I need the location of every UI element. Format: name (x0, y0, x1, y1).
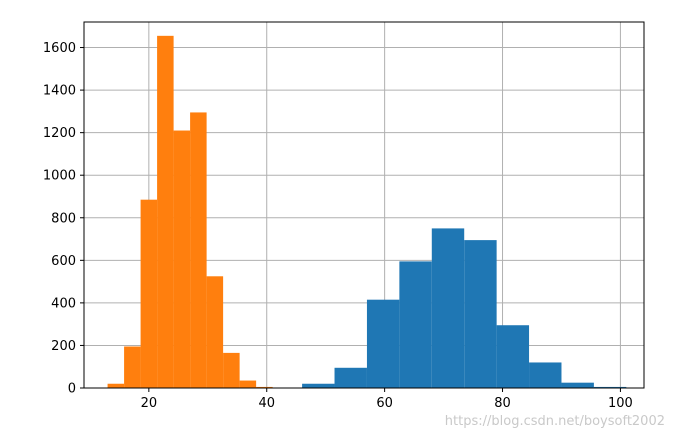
histogram-bar-series-2 (239, 380, 257, 388)
y-tick-label: 600 (51, 254, 76, 269)
y-tick-label: 200 (51, 339, 76, 354)
histogram-bar-series-1 (561, 382, 594, 388)
y-tick-label: 1200 (43, 126, 76, 141)
x-tick-label: 40 (258, 396, 275, 411)
histogram-bar-series-1 (366, 299, 400, 388)
y-tick-label: 1400 (43, 84, 76, 99)
y-tick-label: 1600 (43, 41, 76, 56)
histogram-bar-series-1 (399, 261, 432, 388)
plot-frame (83, 21, 645, 389)
histogram-bar-series-2 (173, 130, 191, 388)
histogram-bar-series-2 (206, 276, 224, 388)
y-tick-label: 1000 (43, 169, 76, 184)
y-tick-label: 0 (68, 382, 76, 397)
histogram-bar-series-2 (223, 352, 240, 388)
y-tick-label: 800 (51, 211, 76, 226)
histogram-bar-series-2 (157, 35, 174, 389)
x-tick-label: 20 (141, 396, 158, 411)
histogram-bar-series-2 (107, 383, 125, 388)
histogram-bar-series-1 (496, 325, 530, 388)
histogram-bar-series-2 (140, 199, 158, 388)
histogram-bar-series-2 (190, 112, 207, 389)
histogram-bar-series-2 (124, 346, 141, 388)
histogram-bar-series-1 (334, 367, 367, 388)
histogram-bar-series-1 (464, 240, 497, 388)
histogram-bar-series-1 (529, 362, 562, 388)
x-tick-label: 80 (494, 396, 511, 411)
x-tick-label: 100 (608, 396, 633, 411)
histogram-bar-series-1 (431, 228, 465, 388)
histogram-bar-series-1 (302, 383, 335, 388)
histogram-bar-series-1 (593, 386, 627, 388)
watermark-text: https://blog.csdn.net/boysoft2002 (444, 414, 665, 429)
y-tick-label: 400 (51, 296, 76, 311)
histogram-bar-series-2 (256, 386, 273, 388)
x-tick-label: 60 (376, 396, 393, 411)
